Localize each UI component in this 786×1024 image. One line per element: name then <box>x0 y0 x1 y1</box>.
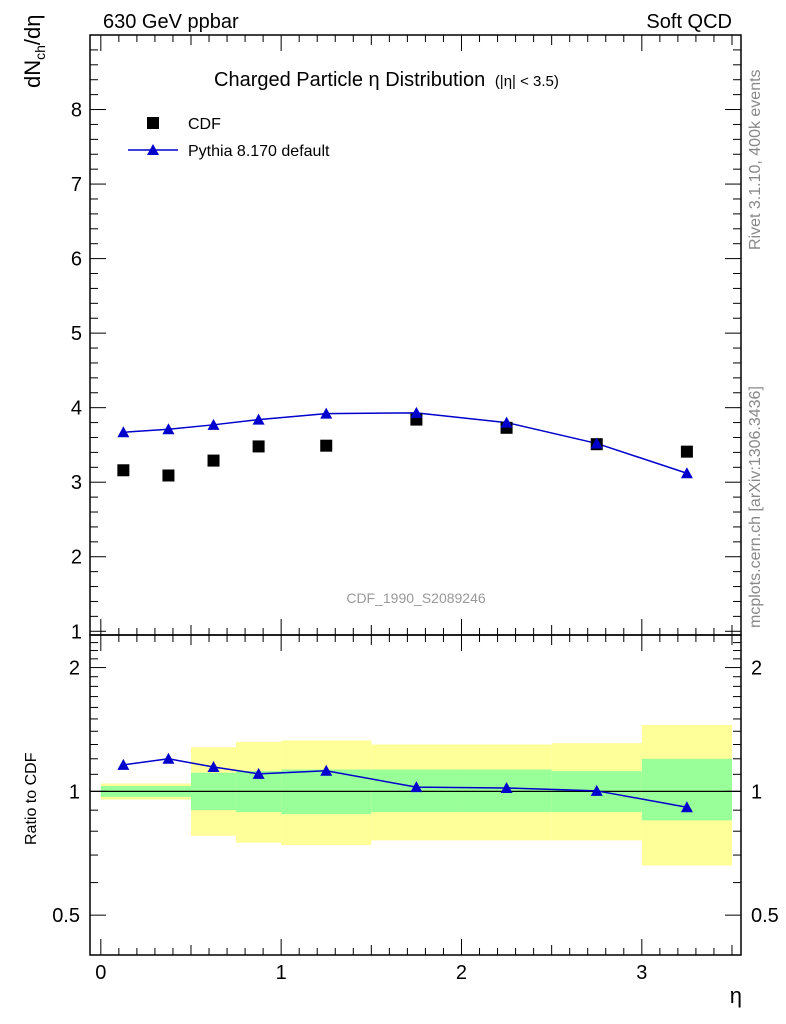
chart-title-main: Charged Particle η Distribution <box>214 69 485 91</box>
chart-title: Charged Particle η Distribution (|η| < 3… <box>214 69 559 91</box>
pythia-point <box>320 407 333 419</box>
y-tick-label: 2 <box>71 547 82 569</box>
y-tick-label: 1 <box>71 621 82 643</box>
ratio-point <box>320 764 333 776</box>
header-left: 630 GeV ppbar <box>103 11 239 33</box>
ratio-y-tick-label: 2 <box>69 658 80 680</box>
ratio-y-tick-label-right: 0.5 <box>751 905 779 927</box>
y-tick-label: 5 <box>71 323 82 345</box>
ratio-point <box>162 752 175 764</box>
y-tick-label: 4 <box>71 398 82 420</box>
ratio-series-layer <box>117 752 693 813</box>
rivet-version-note: Rivet 3.1.10, 400k events <box>747 69 764 250</box>
legend-pythia-label: Pythia 8.170 default <box>188 143 330 160</box>
pythia-point <box>207 418 220 430</box>
pythia-point <box>117 426 130 438</box>
ratio-frame <box>89 634 742 956</box>
ratio-point <box>207 761 220 773</box>
ratio-y-tick-label-right: 1 <box>751 781 762 803</box>
pythia-point <box>590 437 603 449</box>
ratio-point <box>680 801 693 813</box>
cdf-point <box>162 469 175 482</box>
x-axis-label: η <box>730 983 742 1008</box>
mcplots-source-note: mcplots.cern.ch [arXiv:1306.3436] <box>747 386 764 628</box>
main-series-layer <box>117 406 693 482</box>
legend-pythia-marker <box>147 144 159 155</box>
analysis-id-watermark: CDF_1990_S2089246 <box>346 590 486 606</box>
main-y-ticks: 1 2 3 4 5 6 7 8 <box>71 35 741 643</box>
x-tick-label: 3 <box>636 962 647 984</box>
cdf-point <box>320 439 333 452</box>
ratio-point <box>117 758 130 770</box>
pythia-point <box>162 423 175 435</box>
pythia-point <box>252 413 265 425</box>
ratio-point <box>500 781 513 793</box>
ratio-point <box>252 767 265 779</box>
cdf-point <box>680 445 693 458</box>
cdf-point <box>207 454 220 467</box>
pythia-point <box>500 416 513 428</box>
header-right: Soft QCD <box>646 11 732 33</box>
legend: CDF Pythia 8.170 default <box>128 116 330 160</box>
x-axis-ticks: 0 1 2 3 <box>95 635 733 984</box>
ratio-point <box>590 784 603 796</box>
ratio-y-tick-label-right: 2 <box>751 658 762 680</box>
ratio-uncertainty-bands <box>100 724 732 866</box>
main-panel: 1 2 3 4 5 6 7 8 Charged Particle η Distribution… <box>20 14 742 643</box>
ratio-y-ticks: 0.5 0.5 1 1 2 2 <box>52 642 779 927</box>
chart-title-range: (|η| < 3.5) <box>495 73 559 90</box>
ratio-y-tick-label: 0.5 <box>52 905 80 927</box>
x-tick-label: 1 <box>276 962 287 984</box>
ratio-y-tick-label: 1 <box>69 781 80 803</box>
ratio-y-axis-label: Ratio to CDF <box>23 752 40 845</box>
cdf-point <box>117 464 130 477</box>
legend-cdf-label: CDF <box>188 116 221 133</box>
pythia-point <box>410 406 423 418</box>
ratio-panel: 0.5 0.5 1 1 2 2 0 1 2 3 Ratio to CDF η <box>23 634 779 1008</box>
y-tick-label: 8 <box>71 100 82 122</box>
main-y-axis-label: dNch/dη <box>20 14 48 88</box>
y-tick-label: 6 <box>71 249 82 271</box>
x-tick-label: 0 <box>95 962 106 984</box>
pythia-point <box>680 467 693 479</box>
legend-cdf-marker <box>147 117 159 129</box>
ratio-point <box>410 781 423 793</box>
y-tick-label: 7 <box>71 174 82 196</box>
x-tick-label: 2 <box>456 962 467 984</box>
cdf-point <box>252 440 265 453</box>
y-tick-label: 3 <box>71 472 82 494</box>
